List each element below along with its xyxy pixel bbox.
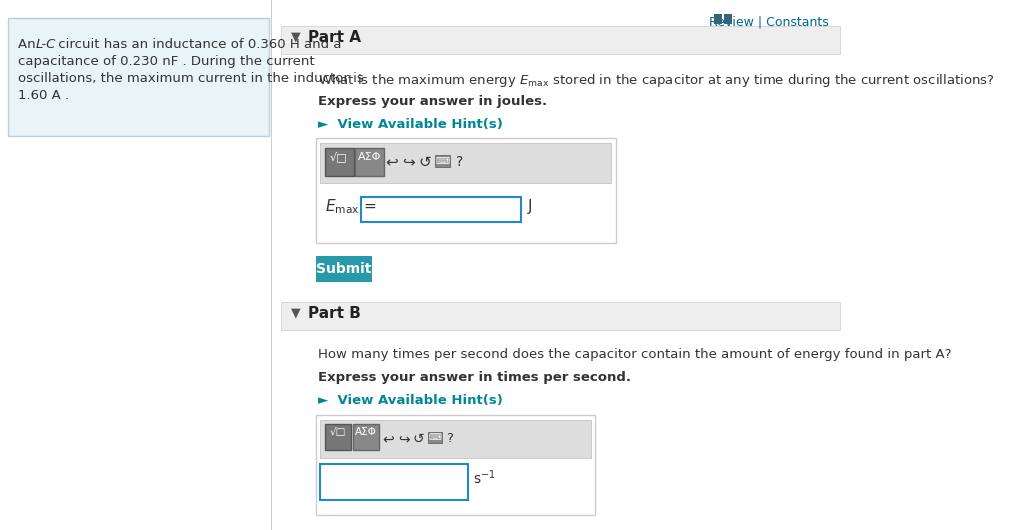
Text: L-C: L-C <box>36 38 56 51</box>
Text: ▼: ▼ <box>292 30 301 43</box>
Text: ↩: ↩ <box>382 432 394 446</box>
Text: ?: ? <box>446 432 454 446</box>
Bar <box>724 14 732 24</box>
Bar <box>316 256 372 282</box>
Bar <box>316 138 615 243</box>
Bar <box>325 424 351 450</box>
Bar <box>281 26 841 54</box>
Bar <box>435 155 450 167</box>
Text: ΑΣΦ: ΑΣΦ <box>355 427 377 437</box>
Bar <box>353 424 379 450</box>
Text: Review | Constants: Review | Constants <box>710 15 829 28</box>
Text: How many times per second does the capacitor contain the amount of energy found : How many times per second does the capac… <box>318 348 952 361</box>
Text: ►  View Available Hint(s): ► View Available Hint(s) <box>318 394 504 407</box>
Text: Express your answer in joules.: Express your answer in joules. <box>318 95 548 108</box>
Text: 1.60 A .: 1.60 A . <box>18 89 70 102</box>
Text: ⌨: ⌨ <box>428 434 441 443</box>
Text: Part B: Part B <box>308 306 360 321</box>
Bar <box>281 302 841 330</box>
Bar <box>321 420 591 458</box>
Bar <box>428 432 441 443</box>
Text: ↪: ↪ <box>398 432 410 446</box>
Text: Express your answer in times per second.: Express your answer in times per second. <box>318 371 632 384</box>
Bar <box>355 148 384 176</box>
Text: Submit: Submit <box>316 262 372 276</box>
Text: What is the maximum energy $E_{\mathrm{max}}$ stored in the capacitor at any tim: What is the maximum energy $E_{\mathrm{m… <box>318 72 995 89</box>
Text: ↺: ↺ <box>413 432 424 446</box>
Text: ▼: ▼ <box>292 306 301 319</box>
Bar <box>325 148 353 176</box>
Text: ↪: ↪ <box>402 155 415 170</box>
Bar <box>321 143 611 183</box>
Text: circuit has an inductance of 0.360 H and a: circuit has an inductance of 0.360 H and… <box>54 38 342 51</box>
Text: ⌨: ⌨ <box>435 156 450 166</box>
Text: $E_{\mathrm{max}}$ =: $E_{\mathrm{max}}$ = <box>325 198 377 216</box>
Text: capacitance of 0.230 nF . During the current: capacitance of 0.230 nF . During the cur… <box>18 55 314 68</box>
Text: √□: √□ <box>330 427 346 437</box>
Bar <box>361 197 521 222</box>
Text: ΑΣΦ: ΑΣΦ <box>357 152 381 162</box>
Text: An: An <box>18 38 40 51</box>
Bar <box>316 415 595 515</box>
Text: J: J <box>527 199 532 215</box>
Text: √□: √□ <box>330 152 348 163</box>
Text: ↺: ↺ <box>419 155 431 170</box>
Bar <box>714 14 722 24</box>
Bar <box>281 0 841 530</box>
Bar <box>321 464 468 500</box>
Text: ?: ? <box>456 155 463 169</box>
Text: $\mathrm{s}^{-1}$: $\mathrm{s}^{-1}$ <box>473 469 496 487</box>
Text: ►  View Available Hint(s): ► View Available Hint(s) <box>318 118 504 131</box>
Bar <box>8 18 269 136</box>
Text: Part A: Part A <box>308 30 360 45</box>
Text: oscillations, the maximum current in the inductor is: oscillations, the maximum current in the… <box>18 72 364 85</box>
Text: ↩: ↩ <box>385 155 398 170</box>
